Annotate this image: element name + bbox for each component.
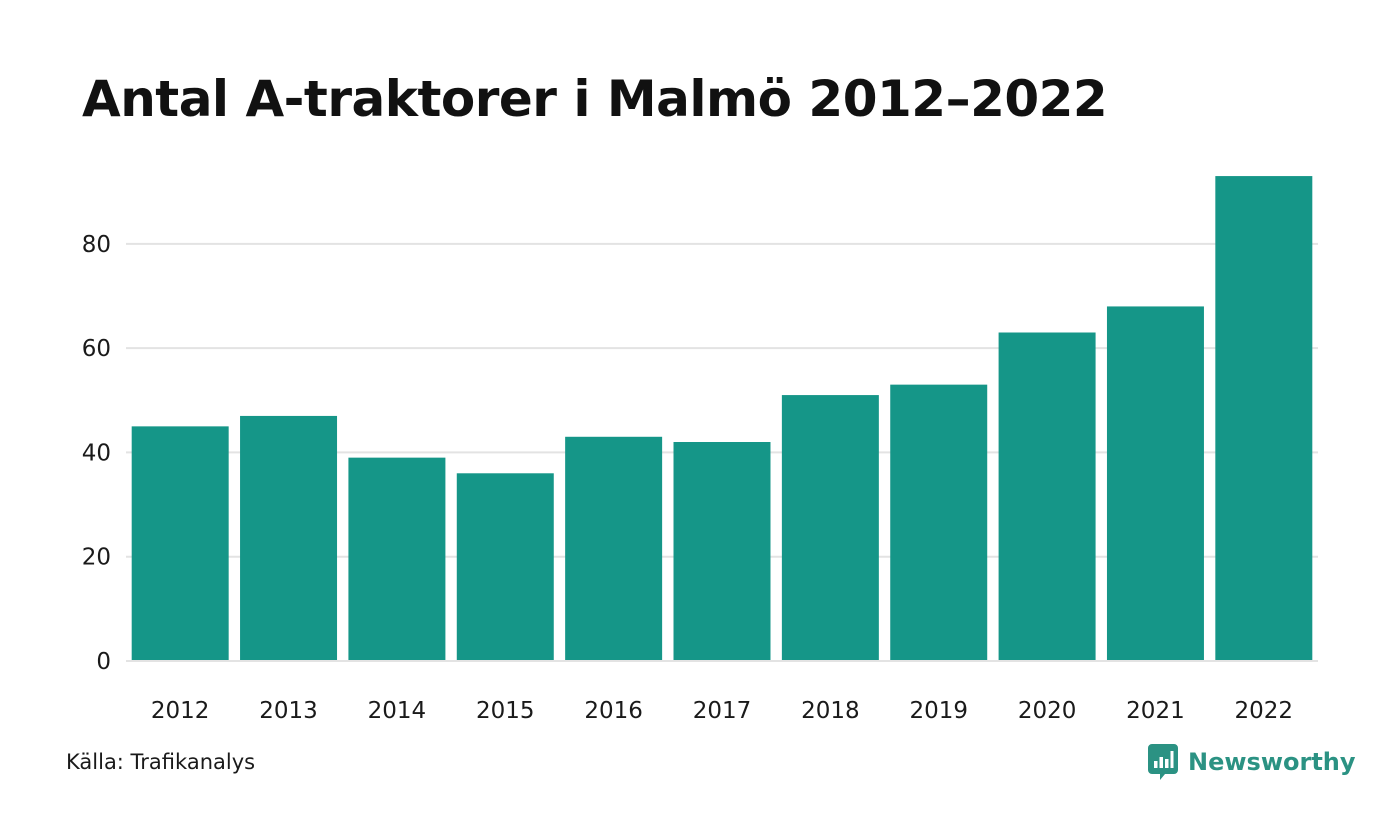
y-axis-ticks: 0 20 40 60 80 [82, 232, 111, 675]
bar-2021 [1106, 306, 1204, 661]
source-note: Källa: Trafikanalys [66, 750, 256, 774]
x-tick-label: 2014 [368, 698, 427, 724]
bar-2014 [348, 457, 446, 661]
x-tick-label: 2021 [1126, 698, 1185, 724]
y-tick-label: 0 [96, 649, 111, 675]
x-axis-ticks: 2012 2013 2014 2015 2016 2017 2018 2019 2020 2021… [151, 698, 1293, 724]
bar-2022 [1215, 176, 1313, 662]
x-tick-label: 2017 [693, 698, 752, 724]
bar-2015 [456, 473, 554, 661]
brand-name: Newsworthy [1188, 748, 1356, 776]
chart-title: Antal A-traktorer i Malmö 2012–2022 [82, 70, 1108, 128]
y-tick-label: 20 [82, 545, 111, 571]
bar-2012 [131, 426, 229, 661]
x-tick-label: 2016 [584, 698, 643, 724]
bar-2019 [890, 384, 988, 661]
x-tick-label: 2015 [476, 698, 535, 724]
bar-2017 [673, 442, 771, 661]
bars [131, 176, 1313, 662]
x-tick-label: 2020 [1018, 698, 1077, 724]
y-tick-label: 60 [82, 336, 111, 362]
newsworthy-logo-icon [1148, 744, 1178, 780]
brand-logo: Newsworthy [1148, 744, 1356, 780]
x-tick-label: 2018 [801, 698, 860, 724]
x-tick-label: 2019 [909, 698, 968, 724]
x-tick-label: 2012 [151, 698, 210, 724]
y-tick-label: 40 [82, 440, 111, 466]
y-tick-label: 80 [82, 232, 111, 258]
bar-2013 [240, 415, 338, 661]
x-tick-label: 2013 [259, 698, 318, 724]
x-tick-label: 2022 [1235, 698, 1294, 724]
bar-2018 [781, 395, 879, 661]
bar-2016 [565, 436, 663, 661]
bar-2020 [998, 332, 1096, 661]
